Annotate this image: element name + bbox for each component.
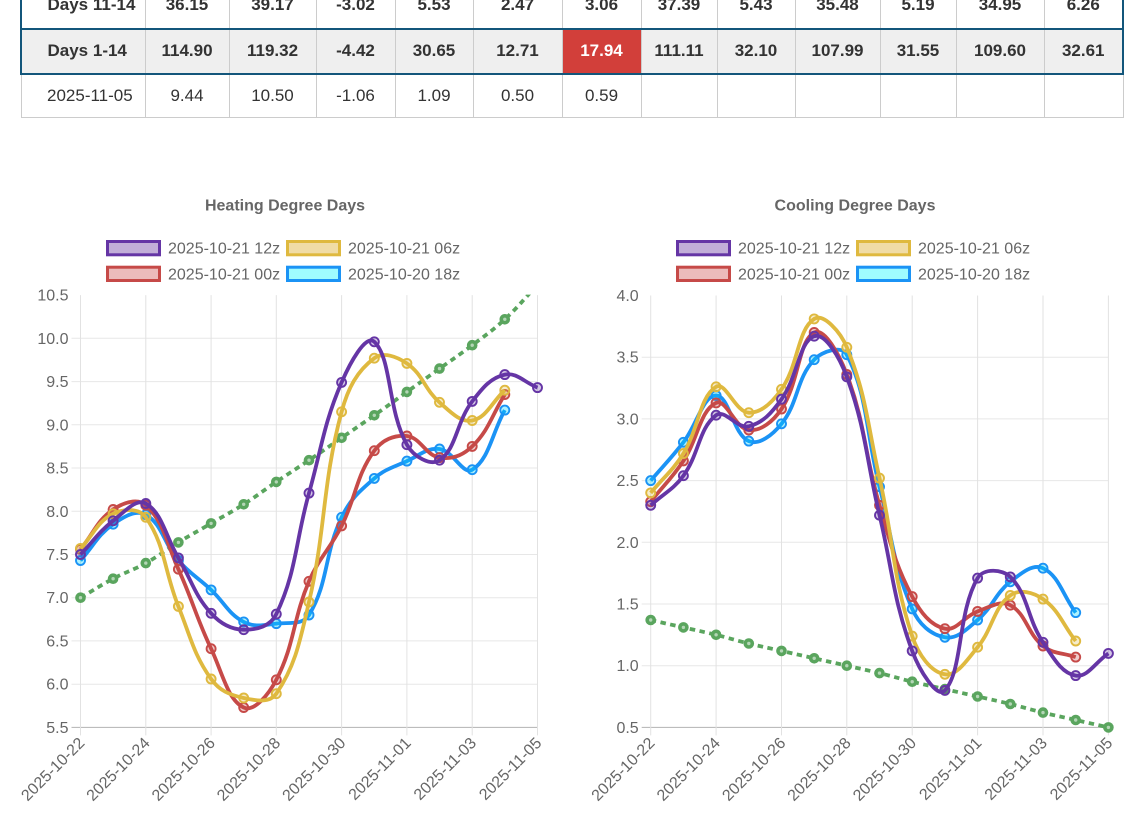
svg-text:2025-10-21 12z: 2025-10-21 12z bbox=[168, 241, 280, 258]
svg-text:9.0: 9.0 bbox=[46, 417, 68, 434]
svg-text:2025-10-24: 2025-10-24 bbox=[654, 735, 724, 805]
svg-text:2025-10-21 12z: 2025-10-21 12z bbox=[738, 241, 850, 258]
svg-text:2025-10-28: 2025-10-28 bbox=[214, 735, 284, 805]
svg-text:7.5: 7.5 bbox=[46, 547, 68, 564]
svg-text:2025-10-20 18z: 2025-10-20 18z bbox=[918, 266, 1030, 283]
svg-text:5.5: 5.5 bbox=[46, 720, 68, 737]
svg-text:Cooling Degree Days: Cooling Degree Days bbox=[775, 198, 936, 215]
svg-text:2025-11-05: 2025-11-05 bbox=[1047, 735, 1116, 804]
svg-text:2025-10-20 18z: 2025-10-20 18z bbox=[348, 266, 460, 283]
svg-text:2025-10-21 06z: 2025-10-21 06z bbox=[918, 241, 1030, 258]
svg-text:2025-10-30: 2025-10-30 bbox=[850, 735, 920, 805]
svg-text:2025-10-24: 2025-10-24 bbox=[84, 735, 154, 805]
svg-text:2025-11-01: 2025-11-01 bbox=[346, 735, 415, 804]
svg-text:2025-11-03: 2025-11-03 bbox=[411, 735, 480, 804]
svg-text:1.0: 1.0 bbox=[616, 658, 638, 675]
svg-text:2025-10-26: 2025-10-26 bbox=[149, 735, 219, 805]
svg-text:6.0: 6.0 bbox=[46, 677, 68, 694]
svg-text:10.5: 10.5 bbox=[37, 288, 68, 305]
svg-text:2025-11-05: 2025-11-05 bbox=[476, 735, 545, 804]
svg-text:8.0: 8.0 bbox=[46, 504, 68, 521]
svg-text:6.5: 6.5 bbox=[46, 633, 68, 650]
svg-text:2.0: 2.0 bbox=[616, 535, 638, 552]
svg-text:8.5: 8.5 bbox=[46, 461, 68, 478]
svg-text:10.0: 10.0 bbox=[37, 331, 68, 348]
svg-text:2025-10-26: 2025-10-26 bbox=[719, 735, 789, 805]
svg-text:2025-11-03: 2025-11-03 bbox=[982, 735, 1051, 804]
svg-text:1.5: 1.5 bbox=[616, 597, 638, 614]
svg-text:9.5: 9.5 bbox=[46, 374, 68, 391]
svg-text:2025-10-21 06z: 2025-10-21 06z bbox=[348, 241, 460, 258]
svg-text:Heating Degree Days: Heating Degree Days bbox=[205, 198, 365, 215]
svg-text:4.0: 4.0 bbox=[616, 288, 638, 305]
svg-text:2025-10-30: 2025-10-30 bbox=[280, 735, 350, 805]
svg-text:0.5: 0.5 bbox=[616, 720, 638, 737]
svg-text:2025-10-22: 2025-10-22 bbox=[18, 735, 88, 805]
svg-text:7.0: 7.0 bbox=[46, 590, 68, 607]
svg-text:3.5: 3.5 bbox=[616, 350, 638, 367]
svg-text:2025-11-01: 2025-11-01 bbox=[916, 735, 985, 804]
svg-text:2025-10-21 00z: 2025-10-21 00z bbox=[738, 266, 850, 283]
svg-text:2025-10-22: 2025-10-22 bbox=[589, 735, 659, 805]
svg-text:2.5: 2.5 bbox=[616, 473, 638, 490]
svg-text:2025-10-28: 2025-10-28 bbox=[785, 735, 855, 805]
svg-text:3.0: 3.0 bbox=[616, 411, 638, 428]
svg-text:2025-10-21 00z: 2025-10-21 00z bbox=[168, 266, 280, 283]
